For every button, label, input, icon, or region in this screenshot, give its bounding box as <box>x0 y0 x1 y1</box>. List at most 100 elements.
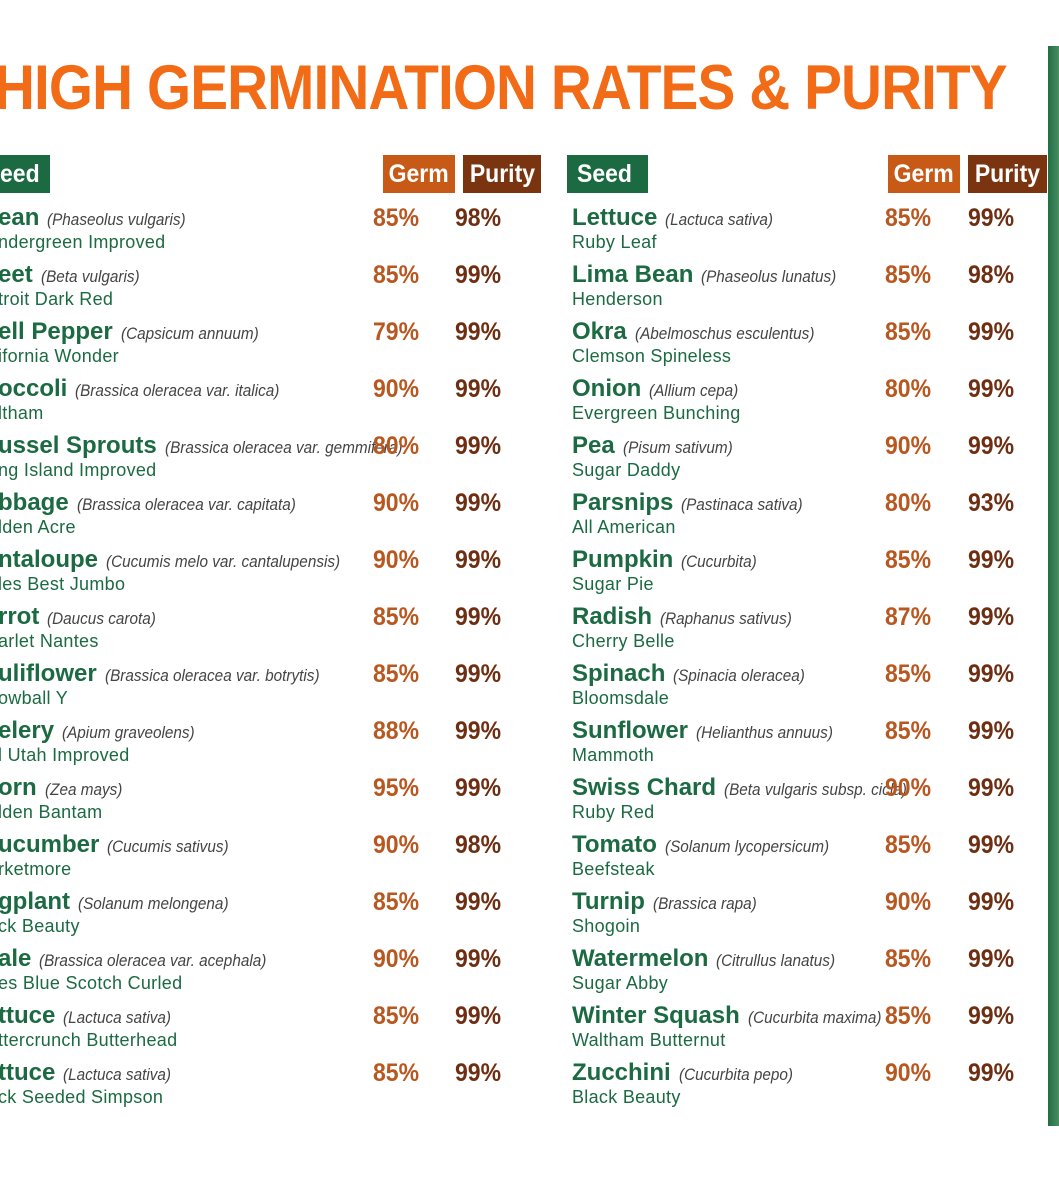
scientific-name: (Lactuca sativa) <box>665 210 774 229</box>
purity-rate: 98% <box>438 830 518 860</box>
seed-name: ell Pepper <box>0 318 113 345</box>
purity-value: 99% <box>454 774 502 802</box>
seed-name: ale <box>0 945 32 972</box>
seed-variety: ck Seeded Simpson <box>0 1087 164 1107</box>
purity-rate: 99% <box>438 1001 518 1031</box>
seed-row: ntaloupe (Cucumis melo var. cantalupensis… <box>0 545 543 602</box>
seed-name-line: bbage (Brassica oleracea var. capitata) <box>0 488 320 520</box>
seed-variety: arlet Nantes <box>0 631 99 651</box>
germination-value: 90% <box>884 888 932 916</box>
germination-rate: 85% <box>356 1058 436 1088</box>
seed-variety: ck Beauty <box>0 916 80 936</box>
germination-rate: 85% <box>356 659 436 689</box>
purity-value: 99% <box>967 603 1015 631</box>
scientific-name: (Brassica oleracea var. gemmifera) <box>164 438 403 457</box>
scientific-name: (Phaseolus vulgaris) <box>47 210 186 229</box>
seed-row: elery (Apium graveolens) l Utah Improved 88… <box>0 716 543 773</box>
seed-name: Parsnips <box>572 489 674 516</box>
germination-value: 85% <box>884 204 932 232</box>
germination-value: 90% <box>884 774 932 802</box>
scientific-name: (Apium graveolens) <box>62 723 195 742</box>
seed-row: Lima Bean (Phaseolus lunatus) Henderson 85%… <box>572 260 1052 317</box>
purity-rate: 99% <box>951 545 1031 575</box>
seed-row: uliflower (Brassica oleracea var. botryti… <box>0 659 543 716</box>
seed-row: Onion (Allium cepa) Evergreen Bunching 80% 9… <box>572 374 1052 431</box>
purity-value: 93% <box>967 489 1015 517</box>
seed-name-line: ean (Phaseolus vulgaris) <box>0 203 201 235</box>
germination-value: 95% <box>372 774 420 802</box>
seed-name: uliflower <box>0 660 97 687</box>
scientific-name: (Brassica rapa) <box>652 894 757 913</box>
seed-name-line: rrot (Daucus carota) <box>0 602 168 634</box>
germination-rate: 85% <box>868 830 948 860</box>
seed-variety: lden Bantam <box>0 802 103 822</box>
scientific-name: (Helianthus annuus) <box>696 723 833 742</box>
purity-rate: 99% <box>951 317 1031 347</box>
germination-value: 90% <box>372 375 420 403</box>
seed-name: Spinach <box>572 660 666 687</box>
germination-value: 85% <box>372 261 420 289</box>
scientific-name: (Brassica oleracea var. capitata) <box>76 495 296 514</box>
purity-value: 99% <box>454 318 502 346</box>
germination-rate: 90% <box>356 944 436 974</box>
germination-rate: 90% <box>356 545 436 575</box>
purity-rate: 99% <box>951 944 1031 974</box>
germination-value: 79% <box>372 318 420 346</box>
seed-row: Tomato (Solanum lycopersicum) Beefsteak 85%… <box>572 830 1052 887</box>
germination-value: 80% <box>372 432 420 460</box>
germination-rate: 85% <box>356 602 436 632</box>
purity-value: 99% <box>454 375 502 403</box>
purity-rate: 99% <box>438 887 518 917</box>
seed-row: Okra (Abelmoschus esculentus) Clemson Spin… <box>572 317 1052 374</box>
seed-name: ucumber <box>0 831 100 858</box>
seed-name: elery <box>0 717 55 744</box>
seed-row: ale (Brassica oleracea var. acephala) es B… <box>0 944 543 1001</box>
purity-value: 99% <box>967 375 1015 403</box>
purity-value: 99% <box>454 546 502 574</box>
seed-row: Turnip (Brassica rapa) Shogoin 90% 99% <box>572 887 1052 944</box>
seed-row: gplant (Solanum melongena) ck Beauty 85% 99% <box>0 887 543 944</box>
purity-rate: 99% <box>951 1001 1031 1031</box>
seed-variety: ltham <box>0 403 44 423</box>
germination-rate: 90% <box>868 431 948 461</box>
seed-name: Okra <box>572 318 627 345</box>
scientific-name: (Solanum lycopersicum) <box>664 837 829 856</box>
seed-row: ussel Sprouts (Brassica oleracea var. gem… <box>0 431 543 488</box>
germination-value: 88% <box>372 717 420 745</box>
germination-rate: 85% <box>356 203 436 233</box>
purity-rate: 99% <box>438 317 518 347</box>
purity-rate: 99% <box>951 602 1031 632</box>
purity-rate: 99% <box>438 944 518 974</box>
scientific-name: (Cucurbita pepo) <box>678 1065 793 1084</box>
purity-value: 99% <box>967 204 1015 232</box>
seed-name-line: Sunflower (Helianthus annuus) <box>572 716 848 748</box>
purity-value: 99% <box>967 1059 1015 1087</box>
seed-variety: les Best Jumbo <box>0 574 126 594</box>
seed-name-line: Pumpkin (Cucurbita) <box>572 545 765 577</box>
seed-variety: Shogoin <box>572 916 641 936</box>
purity-value: 99% <box>967 888 1015 916</box>
seed-name-line: Watermelon (Citrullus lanatus) <box>572 944 849 976</box>
purity-value: 99% <box>454 432 502 460</box>
seed-name-line: uliflower (Brassica oleracea var. botryti… <box>0 659 343 691</box>
seed-name: occoli <box>0 375 68 402</box>
seed-name: ntaloupe <box>0 546 98 573</box>
seed-variety: Sugar Daddy <box>572 460 681 480</box>
germination-value: 85% <box>884 831 932 859</box>
germination-value: 90% <box>372 945 420 973</box>
germination-rate: 90% <box>356 374 436 404</box>
seed-name: Watermelon <box>572 945 709 972</box>
seed-name: Turnip <box>572 888 645 915</box>
seed-name-line: ell Pepper (Capsicum annuum) <box>0 317 274 349</box>
seed-row: Spinach (Spinacia oleracea) Bloomsdale 85% 9… <box>572 659 1052 716</box>
seed-variety: All American <box>572 517 676 537</box>
purity-rate: 99% <box>438 260 518 290</box>
germination-value: 85% <box>372 888 420 916</box>
seed-name-line: Pea (Pisum sativum) <box>572 431 745 463</box>
germination-rate: 80% <box>356 431 436 461</box>
purity-value: 99% <box>967 1002 1015 1030</box>
seed-row: Pumpkin (Cucurbita) Sugar Pie 85% 99% <box>572 545 1052 602</box>
seed-name: ttuce <box>0 1059 56 1086</box>
seed-row: eet (Beta vulgaris) troit Dark Red 85% 99% <box>0 260 543 317</box>
seed-variety: ng Island Improved <box>0 460 157 480</box>
